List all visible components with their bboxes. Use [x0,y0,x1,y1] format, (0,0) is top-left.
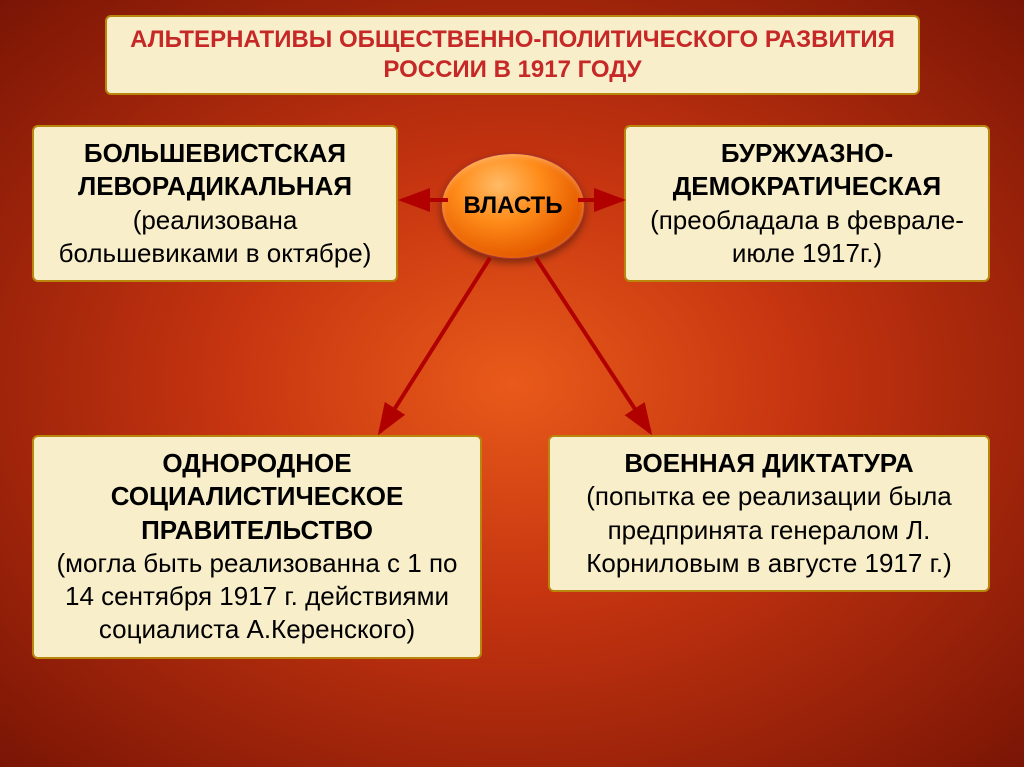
box-br-head: ВОЕННАЯ ДИКТАТУРА [564,447,974,480]
title-text: АЛЬТЕРНАТИВЫ ОБЩЕСТВЕННО-ПОЛИТИЧЕСКОГО Р… [130,26,895,83]
box-tr-sub: (преобладала в феврале-июле 1917г.) [640,204,974,271]
box-bl-sub: (могла быть реализованна с 1 по 14 сентя… [48,547,466,647]
center-label: ВЛАСТЬ [464,192,563,220]
arrow [380,258,490,432]
box-top-left: БОЛЬШЕВИСТСКАЯ ЛЕВОРАДИКАЛЬНАЯ (реализов… [32,125,398,282]
box-tr-head: БУРЖУАЗНО-ДЕМОКРАТИЧЕСКАЯ [640,137,974,204]
box-tl-head: БОЛЬШЕВИСТСКАЯ ЛЕВОРАДИКАЛЬНАЯ [48,137,382,204]
box-tl-sub: (реализована большевиками в октябре) [48,204,382,271]
box-br-sub: (попытка ее реализации была предпринята … [564,480,974,580]
box-bl-head: ОДНОРОДНОЕ СОЦИАЛИСТИЧЕСКОЕ ПРАВИТЕЛЬСТВ… [48,447,466,547]
box-top-right: БУРЖУАЗНО-ДЕМОКРАТИЧЕСКАЯ (преобладала в… [624,125,990,282]
arrow [536,258,650,432]
center-node: ВЛАСТЬ [441,153,585,259]
title-box: АЛЬТЕРНАТИВЫ ОБЩЕСТВЕННО-ПОЛИТИЧЕСКОГО Р… [105,15,920,95]
box-bottom-left: ОДНОРОДНОЕ СОЦИАЛИСТИЧЕСКОЕ ПРАВИТЕЛЬСТВ… [32,435,482,659]
box-bottom-right: ВОЕННАЯ ДИКТАТУРА (попытка ее реализации… [548,435,990,592]
